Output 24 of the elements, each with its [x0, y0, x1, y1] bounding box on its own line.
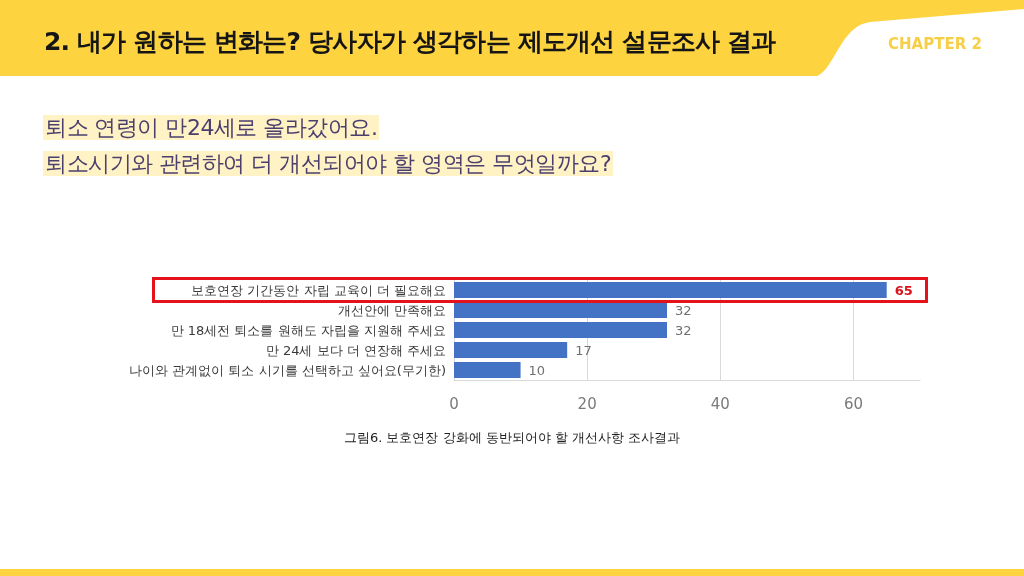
y-tick-label: 나이와 관계없이 퇴소 시기를 선택하고 싶어요(무기한) — [129, 362, 446, 378]
text: CHAPTER 2 — [888, 35, 982, 53]
data-label: 32 — [675, 302, 692, 318]
bar — [454, 342, 568, 358]
x-tick-label: 60 — [843, 394, 863, 413]
text-highlight: 퇴소 연령이 만24세로 올라갔어요. — [43, 115, 380, 140]
data-label: 17 — [575, 342, 592, 358]
x-tick-label: 40 — [710, 394, 730, 413]
x-tick-label: 0 — [449, 394, 459, 413]
caption: 그림6. 보호연장 강화에 동반되어야 할 개선사항 조사결과 — [342, 429, 682, 447]
y-tick-label: 보호연장 기간동안 자립 교육이 더 필요해요 — [191, 282, 446, 298]
y-tick-label: 만 18세전 퇴소를 원해도 자립을 지원해 주세요 — [170, 322, 446, 338]
y-tick-label: 만 24세 보다 더 연장해 주세요 — [265, 342, 446, 358]
text-highlight: 퇴소시기와 관련하여 더 개선되어야 할 영역은 무엇일까요? — [43, 151, 614, 176]
bar — [454, 282, 887, 298]
bar — [454, 302, 668, 318]
y-tick-label: 개선안에 만족해요 — [337, 302, 446, 318]
bar — [454, 322, 668, 338]
data-label: 10 — [528, 362, 546, 378]
data-label: 32 — [675, 322, 692, 338]
data-label: 65 — [894, 282, 913, 298]
bar — [454, 362, 521, 378]
x-tick-label: 20 — [577, 394, 597, 413]
chart-title: 2. 내가 원하는 변화는? 당사자가 생각하는 제도개선 설문조사 결과 — [44, 26, 776, 58]
